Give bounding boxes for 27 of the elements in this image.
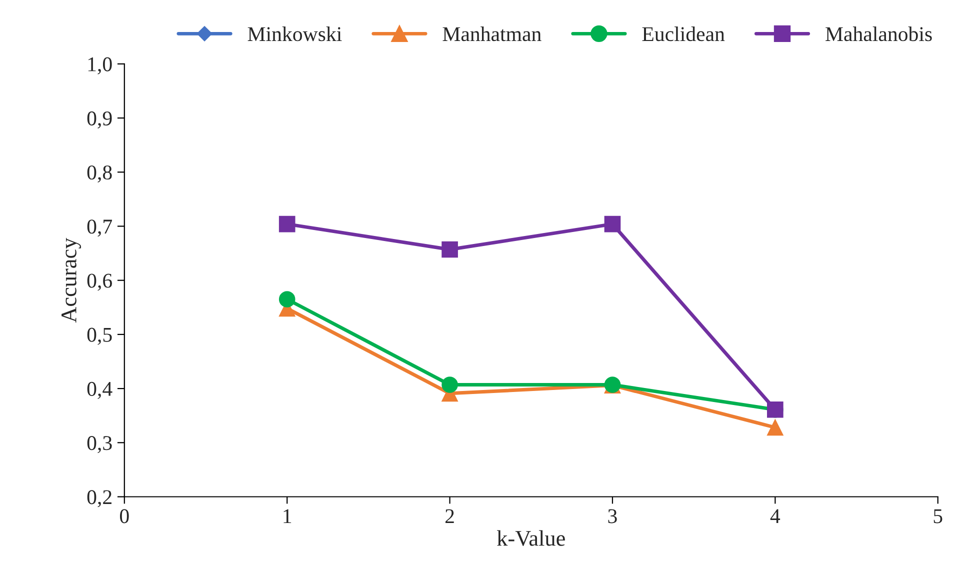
legend-label: Minkowski [248,26,342,42]
point [442,376,458,393]
legend-label: Euclidean [642,26,725,42]
x-tick-label: 3 [608,509,617,524]
y-tick-label: 0,2 [87,490,112,508]
point [442,241,458,258]
x-tick-label: 0 [120,509,129,524]
y-axis-title: Accuracy [62,238,82,323]
x-tick-label: 1 [284,509,292,524]
y-tick-label: 0,6 [87,274,112,291]
legend-label: Manhatman [442,26,542,42]
y-tick-label: 0,3 [87,436,112,454]
point [278,216,296,232]
y-tick-label: 1,0 [88,57,112,74]
x-axis-title: k-Value [497,530,565,546]
point [767,419,784,436]
y-tick-label: 0,7 [87,220,112,237]
point [604,216,621,232]
legend-label: Mahalanobis [826,26,932,42]
point [278,291,296,308]
y-tick-label: 0,5 [87,328,112,345]
x-tick-label: 5 [934,509,942,524]
y-tick-label: 0,4 [87,382,112,399]
y-tick-label: 0,9 [87,111,112,128]
x-tick-label: 2 [445,509,454,524]
y-tick-label: 0,8 [87,165,112,183]
x-tick-label: 4 [770,509,780,524]
